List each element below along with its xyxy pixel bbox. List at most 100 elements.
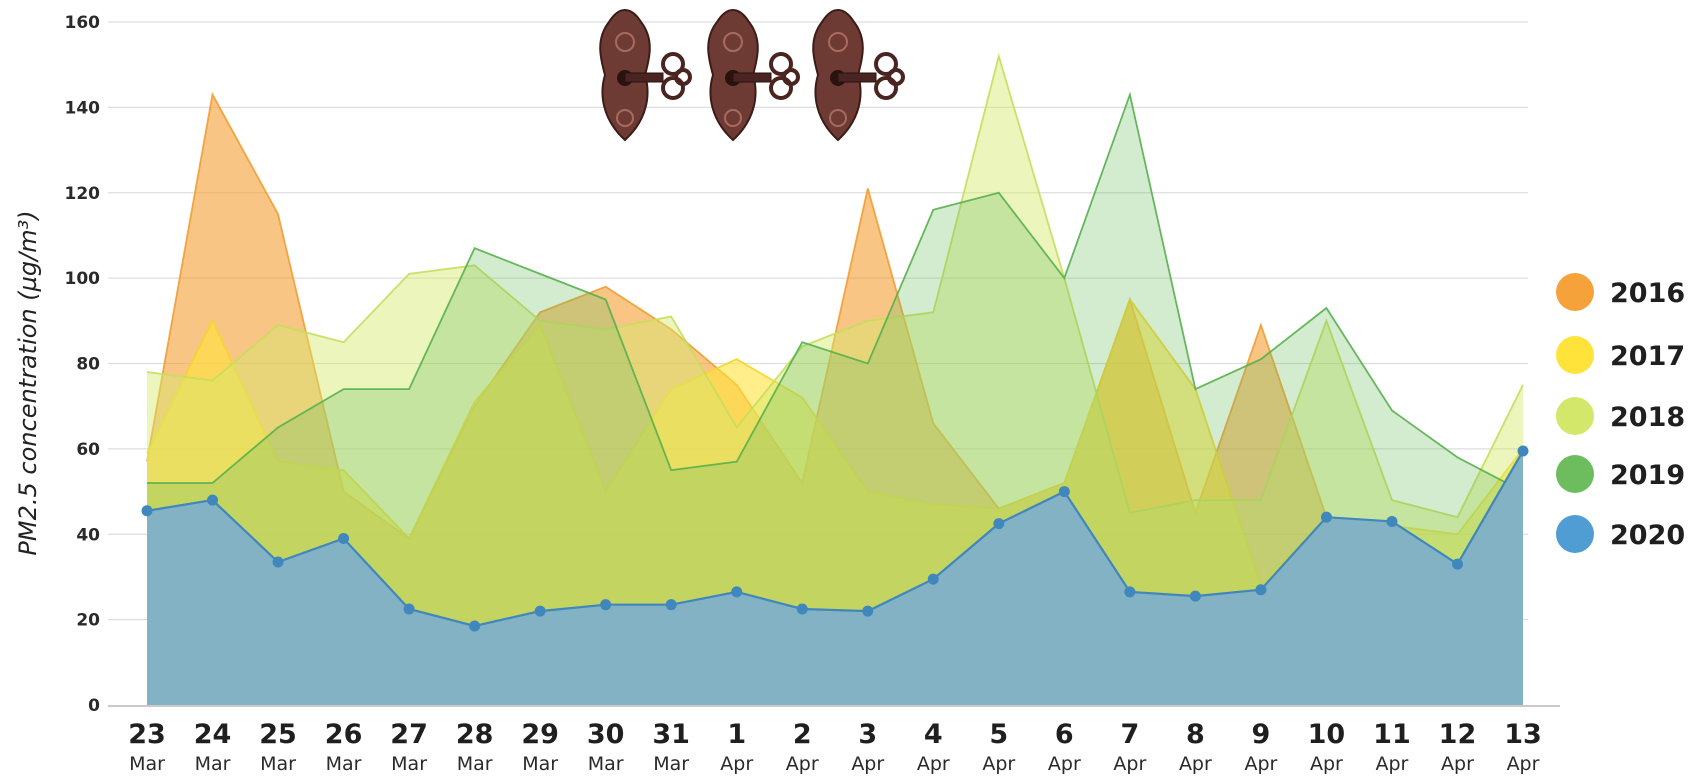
legend-label: 2018 [1610,402,1685,433]
data-point-2020 [796,603,808,615]
x-tick-month-label: Apr [1507,753,1540,775]
key-bow-loop [782,68,800,86]
x-tick-day-label: 25 [259,719,297,750]
legend-label: 2017 [1610,341,1685,372]
legend-label: 2016 [1610,278,1685,309]
x-tick-day-label: 27 [390,719,428,750]
area-2020 [147,451,1523,705]
legend-item-2016: 2016 [1556,273,1685,311]
x-tick-day-label: 5 [989,719,1008,750]
x-tick-day-label: 12 [1439,719,1477,750]
x-tick-month-label: Apr [1179,753,1212,775]
x-tick-month-label: Mar [457,753,493,775]
data-point-2020 [469,620,481,632]
data-point-2020 [993,518,1005,530]
y-tick-label: 140 [65,98,101,118]
x-tick-day-label: 23 [128,719,166,750]
axes: 02040608010012014016023Mar24Mar25Mar26Ma… [65,13,1560,775]
key-bow-loop [874,76,898,100]
legend-swatch [1556,455,1594,493]
y-tick-label: 100 [65,269,101,289]
legend-item-2019: 2019 [1556,455,1685,493]
x-tick-month-label: Apr [1244,753,1277,775]
x-tick-month-label: Mar [653,753,689,775]
area-2018 [147,56,1523,706]
x-tick-day-label: 7 [1120,719,1139,750]
ornament-rosette [828,32,848,52]
area-2019 [147,94,1523,706]
x-tick-month-label: Mar [195,753,231,775]
key-shaft [732,72,772,83]
x-tick-month-label: Apr [917,753,950,775]
x-tick-day-label: 3 [858,719,877,750]
y-tick-label: 0 [88,696,100,716]
x-tick-day-label: 1 [727,719,746,750]
data-point-2020 [1320,511,1332,523]
data-point-2020 [665,599,677,611]
series-areas [146,52,1524,706]
x-tick-day-label: 10 [1308,719,1346,750]
data-point-2020 [1124,586,1136,598]
x-tick-month-label: Mar [588,753,624,775]
key-bow-loop [661,52,685,76]
data-point-2020 [1058,486,1070,498]
key-bow-loop [674,68,692,86]
line-2017 [146,297,1524,588]
x-tick-day-label: 13 [1504,719,1542,750]
key-bow-loop [661,76,685,100]
key-shaft [624,72,664,83]
key-bow-loop [887,68,905,86]
line-2018 [146,52,1524,519]
x-tick-month-label: Apr [1048,753,1081,775]
x-tick-month-label: Apr [786,753,819,775]
legend-swatch [1556,515,1594,553]
ornament-rosette [615,32,635,52]
x-tick-day-label: 6 [1055,719,1074,750]
x-tick-day-label: 29 [521,719,559,750]
data-point-2020 [862,605,874,617]
y-tick-label: 20 [76,611,100,631]
ornate-key-lock-icon [599,9,692,142]
legend: 2016 2017 2018 2019 2020 [1556,273,1685,553]
x-tick-month-label: Apr [1376,753,1409,775]
y-tick-label: 80 [76,355,100,375]
data-point-2020 [927,573,939,585]
data-point-2020 [207,494,219,506]
line-2019 [147,91,1524,493]
x-tick-month-label: Apr [1113,753,1146,775]
x-tick-month-label: Mar [522,753,558,775]
legend-item-2018: 2018 [1556,397,1685,435]
y-tick-label: 160 [65,13,101,33]
decorative-keys [599,9,905,142]
ornate-key-lock-icon [812,9,905,142]
data-point-2020 [403,603,415,615]
x-tick-day-label: 2 [793,719,812,750]
data-point-2020 [731,586,743,598]
x-tick-month-label: Apr [851,753,884,775]
data-point-2020 [1386,515,1398,527]
x-tick-day-label: 28 [456,719,494,750]
key-bow-loop [769,76,793,100]
y-axis-title: PM2.5 concentration (µg/m³) [14,210,42,555]
legend-label: 2019 [1610,460,1685,491]
x-tick-month-label: Mar [129,753,165,775]
series-2020-points [141,445,1529,632]
y-axis-label: PM2.5 concentration (µg/m³) [14,210,42,555]
x-tick-day-label: 31 [652,719,690,750]
x-tick-month-label: Apr [720,753,753,775]
legend-swatch [1556,397,1594,435]
data-point-2020 [338,533,350,545]
line-2020 [146,450,1524,628]
x-tick-month-label: Apr [1441,753,1474,775]
x-tick-month-label: Mar [391,753,427,775]
legend-swatch [1556,273,1594,311]
key-bow-loop [769,52,793,76]
x-tick-day-label: 4 [924,719,943,750]
key-shaft [837,72,877,83]
data-point-2020 [1255,584,1267,596]
x-tick-month-label: Apr [1310,753,1343,775]
x-tick-month-label: Mar [326,753,362,775]
x-tick-day-label: 26 [325,719,363,750]
ornament-rosette [723,32,743,52]
